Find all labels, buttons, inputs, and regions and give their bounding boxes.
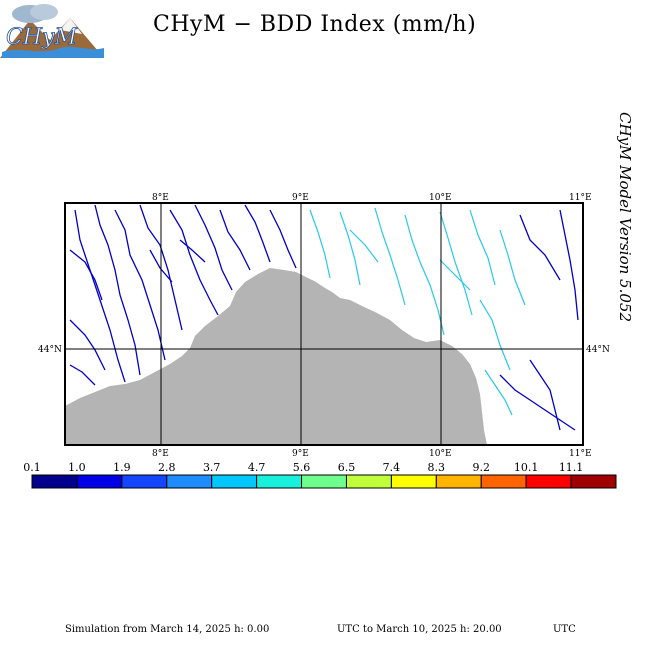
scale-box-9 [435, 474, 482, 489]
scale-label-6: 5.6 [293, 461, 311, 474]
scale-box-0 [31, 474, 78, 489]
scale-label-8: 7.4 [383, 461, 401, 474]
scale-label-10: 9.2 [472, 461, 490, 474]
scale-box-6 [301, 474, 347, 489]
lon-tick-top-11: 11°E [569, 193, 592, 203]
page-title: CHyM − BDD Index (mm/h) [153, 12, 477, 37]
simulation-from-label: Simulation from March 14, 2025 h: 0.00 [65, 624, 270, 635]
color-scale: 0.1 1.0 1.9 2.8 3.7 4.7 5.6 6.5 7.4 8.3 9.2 10.1 11.… [23, 461, 617, 489]
map-frame [64, 202, 584, 446]
simulation-to-label: UTC to March 10, 2025 h: 20.00 [337, 624, 502, 635]
scale-box-8 [390, 474, 437, 489]
scale-label-0: 0.1 [23, 461, 41, 474]
scale-box-12 [570, 474, 617, 489]
lon-tick-bottom-8: 8°E [152, 449, 169, 459]
logo-text: CHyM [6, 25, 77, 50]
lon-tick-bottom-11: 11°E [569, 449, 592, 459]
hydrological-map: 8°E 9°E 10°E 11°E 8°E 9°E 10°E 11°E 44°N… [38, 193, 610, 459]
scale-label-9: 8.3 [428, 461, 446, 474]
lat-tick-left-44: 44°N [38, 345, 62, 355]
lon-tick-top-10: 10°E [429, 193, 452, 203]
scale-label-2: 1.9 [113, 461, 131, 474]
scale-box-2 [121, 474, 168, 489]
chym-logo: CHyM [0, 0, 104, 58]
scale-box-10 [480, 474, 527, 489]
scale-box-7 [345, 474, 392, 489]
scale-label-5: 4.7 [248, 461, 266, 474]
scale-box-11 [525, 474, 572, 489]
scale-labels: 0.1 1.0 1.9 2.8 3.7 4.7 5.6 6.5 7.4 8.3 9.2 10.1 11.… [23, 461, 583, 474]
lat-tick-right-44: 44°N [586, 345, 610, 355]
sea-area [65, 268, 487, 445]
grid-lines [65, 203, 583, 445]
rivers-east [309, 207, 526, 416]
utc-label: UTC [553, 624, 576, 635]
simulation-footer: Simulation from March 14, 2025 h: 0.00 U… [0, 624, 650, 638]
scale-boxes [31, 474, 617, 489]
scale-box-5 [256, 474, 303, 489]
lon-tick-top-9: 9°E [292, 193, 309, 203]
scale-box-3 [166, 474, 213, 489]
scale-box-4 [211, 474, 258, 489]
scale-label-11: 10.1 [514, 461, 539, 474]
scale-label-12: 11.1 [559, 461, 584, 474]
scale-label-3: 2.8 [158, 461, 176, 474]
scale-label-1: 1.0 [68, 461, 86, 474]
scale-label-4: 3.7 [203, 461, 221, 474]
scale-label-7: 6.5 [338, 461, 356, 474]
lon-tick-top-8: 8°E [152, 193, 169, 203]
scale-box-1 [76, 474, 123, 489]
lon-tick-bottom-10: 10°E [429, 449, 452, 459]
rivers-west [69, 204, 579, 431]
lon-tick-bottom-9: 9°E [292, 449, 309, 459]
